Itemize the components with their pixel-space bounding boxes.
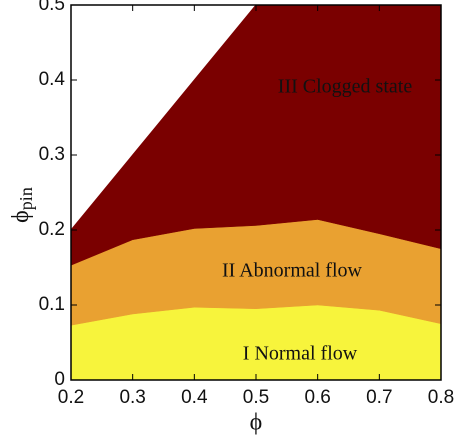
region-label: III Clogged state [278,76,413,98]
x-tick-label: 0.2 [58,387,84,408]
x-tick-label: 0.7 [366,387,392,408]
y-axis-label: ϕpin [8,187,37,223]
x-tick-label: 0.3 [119,387,145,408]
region-label: II Abnormal flow [222,260,363,282]
y-tick-label: 0.3 [39,144,65,165]
x-axis-label: ϕ [250,410,263,436]
y-tick-label: 0.1 [39,294,65,315]
region-label: I Normal flow [243,343,358,365]
x-tick-label: 0.4 [181,387,208,408]
x-tick-label: 0.8 [428,387,454,408]
y-tick-label: 0.5 [39,0,65,15]
x-tick-label: 0.6 [304,387,330,408]
y-axis-label-sub: pin [16,187,36,210]
y-tick-label: 0.2 [39,219,65,240]
y-tick-label: 0.4 [39,69,66,90]
x-tick-label: 0.5 [243,387,269,408]
y-axis-label-main: ϕ [8,210,34,223]
y-tick-label: 0 [54,369,65,390]
